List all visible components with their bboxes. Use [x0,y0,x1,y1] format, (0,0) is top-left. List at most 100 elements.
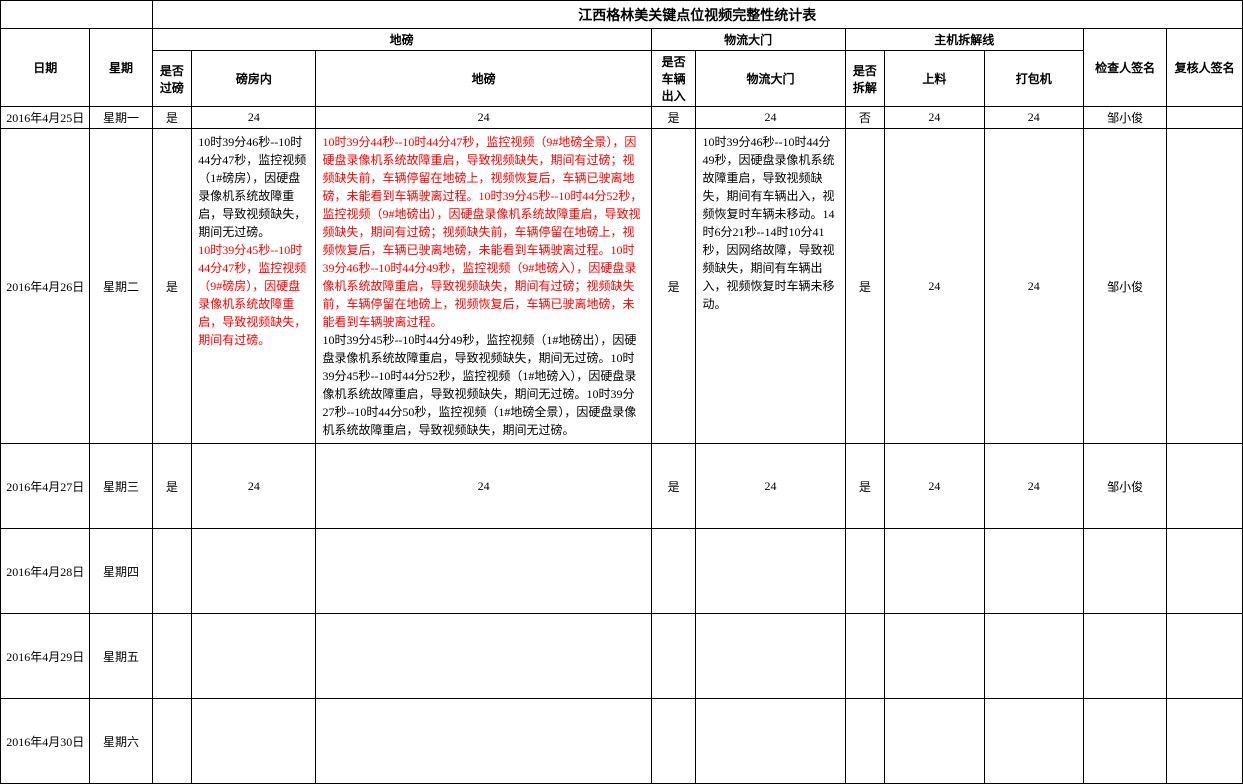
cell-reviewer [1167,699,1243,784]
cell-logistics-gate [696,699,845,784]
cell-date: 2016年4月27日 [1,444,90,529]
cell-weighbridge: 24 [316,107,651,129]
cell-is-dismantle: 否 [845,107,885,129]
cell-weighbridge [316,529,651,614]
cell-weigh-room [192,699,316,784]
cell-inspector [1083,529,1166,614]
cell-is-vehicle [651,529,696,614]
cell-reviewer [1167,444,1243,529]
cell-weigh-room [192,614,316,699]
table-row: 2016年4月25日 星期一 是 24 24 是 24 否 24 24 邹小俊 [1,107,1243,129]
cell-inspector: 邹小俊 [1083,129,1166,444]
cell-is-dismantle [845,614,885,699]
cell-weighbridge [316,699,651,784]
cell-is-weighed: 是 [152,129,192,444]
cell-feeding: 24 [885,129,984,444]
col-is-weighed: 是否过磅 [152,51,192,107]
col-date: 日期 [1,29,90,107]
cell-baler [984,699,1083,784]
col-dismantle-group: 主机拆解线 [845,29,1083,51]
table-title: 江西格林美关键点位视频完整性统计表 [152,1,1242,29]
weigh-room-text-red: 10时39分45秒--10时44分47秒，监控视频（9#磅房），因硬盘录像机系统… [198,243,306,347]
cell-weekday: 星期二 [90,129,152,444]
cell-is-vehicle: 是 [651,444,696,529]
table-row: 2016年4月29日 星期五 [1,614,1243,699]
cell-is-dismantle [845,529,885,614]
stats-table: 江西格林美关键点位视频完整性统计表 日期 星期 地磅 物流大门 主机拆解线 检查… [0,0,1243,784]
cell-weigh-room: 24 [192,444,316,529]
cell-inspector: 邹小俊 [1083,107,1166,129]
header-row-1: 日期 星期 地磅 物流大门 主机拆解线 检查人签名 复核人签名 [1,29,1243,51]
table-row: 2016年4月27日 星期三 是 24 24 是 24 是 24 24 邹小俊 [1,444,1243,529]
cell-logistics-gate [696,529,845,614]
weigh-room-text-black: 10时39分46秒--10时44分47秒，监控视频（1#磅房），因硬盘录像机系统… [198,135,306,239]
col-feeding: 上料 [885,51,984,107]
weighbridge-text-red: 10时39分44秒--10时44分47秒，监控视频（9#地磅全景），因硬盘录像机… [322,135,642,329]
cell-baler: 24 [984,444,1083,529]
cell-date: 2016年4月25日 [1,107,90,129]
col-logistics-gate: 物流大门 [696,51,845,107]
col-weigh-room: 磅房内 [192,51,316,107]
cell-weighbridge: 24 [316,444,651,529]
cell-baler [984,529,1083,614]
title-row: 江西格林美关键点位视频完整性统计表 [1,1,1243,29]
cell-is-weighed [152,699,192,784]
cell-logistics-gate: 24 [696,107,845,129]
cell-reviewer [1167,129,1243,444]
cell-feeding: 24 [885,107,984,129]
cell-is-vehicle: 是 [651,129,696,444]
cell-weighbridge [316,614,651,699]
cell-feeding [885,699,984,784]
col-is-vehicle: 是否车辆出入 [651,51,696,107]
table-row: 2016年4月28日 星期四 [1,529,1243,614]
cell-is-vehicle [651,614,696,699]
cell-reviewer [1167,614,1243,699]
col-reviewer: 复核人签名 [1167,29,1243,107]
cell-baler [984,614,1083,699]
cell-inspector [1083,614,1166,699]
header-row-2: 是否过磅 磅房内 地磅 是否车辆出入 物流大门 是否拆解 上料 打包机 [1,51,1243,107]
cell-date: 2016年4月28日 [1,529,90,614]
cell-inspector [1083,699,1166,784]
cell-feeding: 24 [885,444,984,529]
cell-is-dismantle: 是 [845,129,885,444]
cell-weekday: 星期四 [90,529,152,614]
col-baler: 打包机 [984,51,1083,107]
cell-date: 2016年4月30日 [1,699,90,784]
col-weighbridge: 地磅 [316,51,651,107]
cell-weekday: 星期五 [90,614,152,699]
cell-baler: 24 [984,107,1083,129]
weighbridge-text-black: 10时39分45秒--10时44分49秒，监控视频（1#地磅出），因硬盘录像机系… [322,333,636,437]
cell-date: 2016年4月29日 [1,614,90,699]
cell-date: 2016年4月26日 [1,129,90,444]
cell-is-weighed: 是 [152,444,192,529]
table-row: 2016年4月30日 星期六 [1,699,1243,784]
cell-weigh-room [192,529,316,614]
col-logistics-group: 物流大门 [651,29,845,51]
cell-logistics-gate: 24 [696,444,845,529]
cell-is-dismantle: 是 [845,444,885,529]
cell-is-vehicle [651,699,696,784]
col-weighbridge-group: 地磅 [152,29,651,51]
cell-reviewer [1167,529,1243,614]
cell-inspector: 邹小俊 [1083,444,1166,529]
cell-baler: 24 [984,129,1083,444]
corner-blank [1,1,153,29]
cell-is-weighed [152,529,192,614]
cell-is-weighed: 是 [152,107,192,129]
col-weekday: 星期 [90,29,152,107]
col-inspector: 检查人签名 [1083,29,1166,107]
cell-logistics-gate [696,614,845,699]
cell-weekday: 星期六 [90,699,152,784]
cell-logistics-gate: 10时39分46秒--10时44分49秒，因硬盘录像机系统故障重启，导致视频缺失… [696,129,845,444]
cell-weekday: 星期一 [90,107,152,129]
cell-feeding [885,614,984,699]
cell-weekday: 星期三 [90,444,152,529]
cell-weigh-room: 24 [192,107,316,129]
cell-weighbridge: 10时39分44秒--10时44分47秒，监控视频（9#地磅全景），因硬盘录像机… [316,129,651,444]
cell-is-dismantle [845,699,885,784]
cell-feeding [885,529,984,614]
col-is-dismantle: 是否拆解 [845,51,885,107]
cell-is-weighed [152,614,192,699]
cell-is-vehicle: 是 [651,107,696,129]
